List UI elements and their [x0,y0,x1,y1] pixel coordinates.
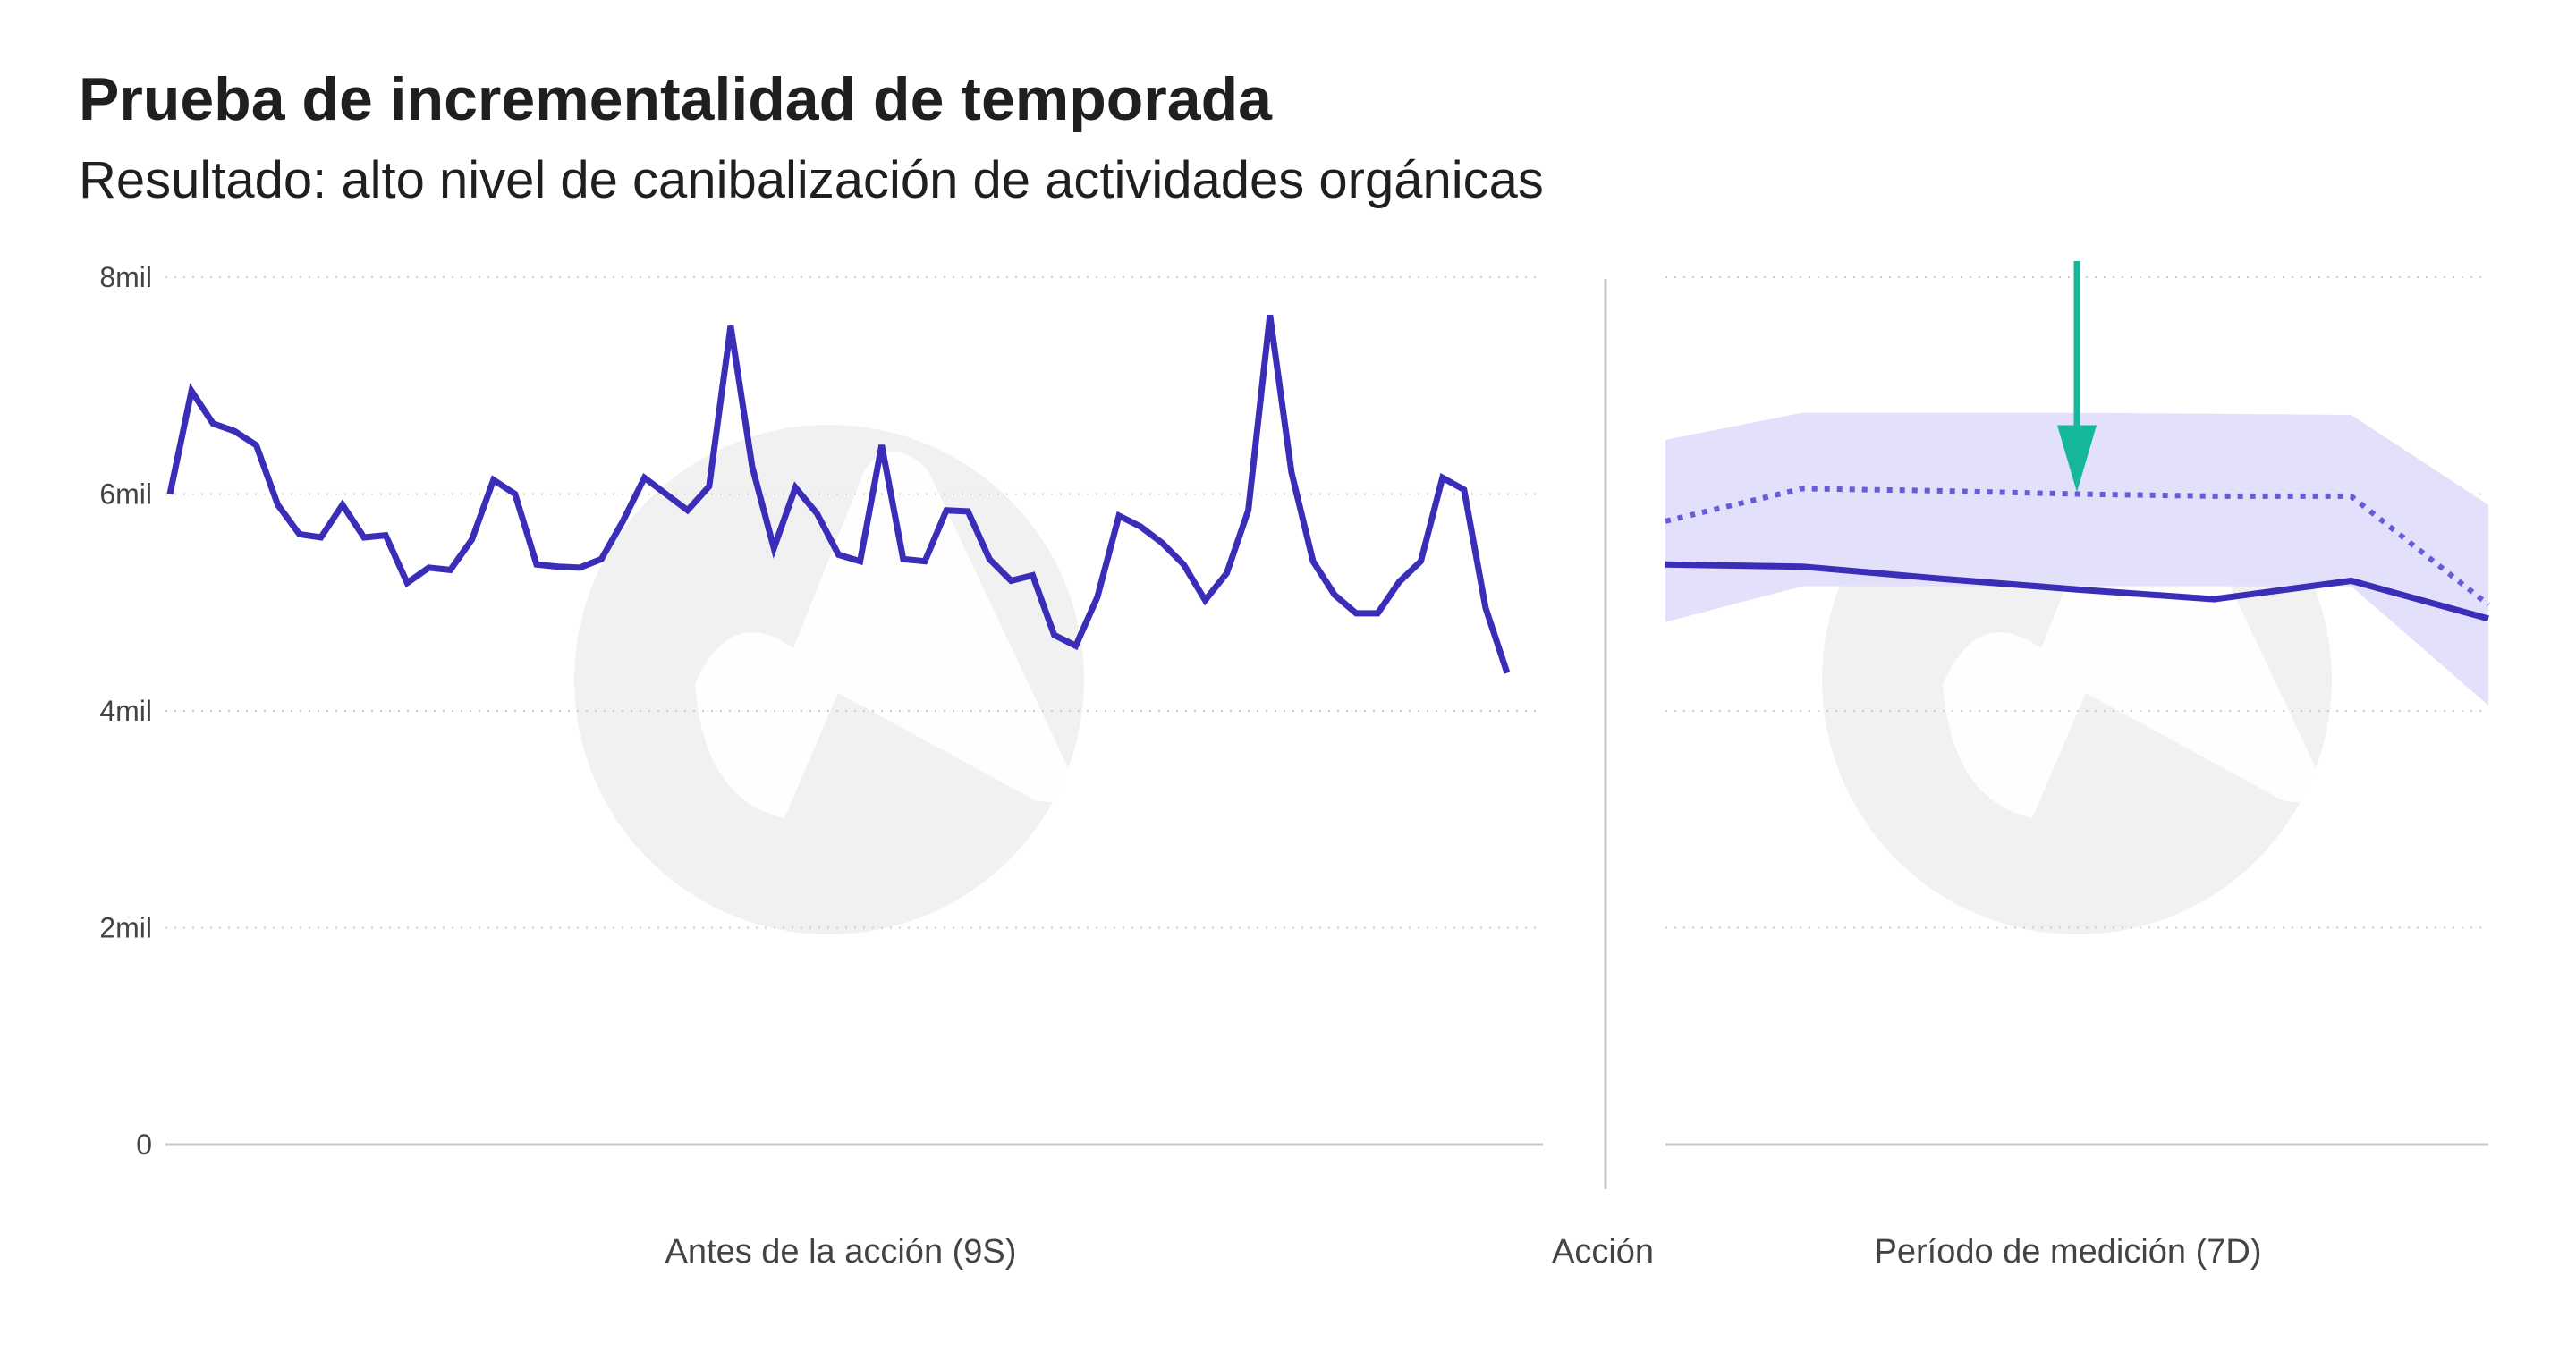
x-axis-labels: Antes de la acción (9S) Acción Período de … [665,1233,2262,1271]
y-tick-labels: 0 2mil 4mil 6mil 8mil [99,261,152,1161]
y-tick-label: 4mil [99,695,152,727]
y-tick-label: 0 [136,1128,152,1161]
grid-lines [165,276,2488,1189]
annotation-layer [2057,261,2097,493]
forecast-band-layer [1665,412,2488,706]
watermark-glyph [695,452,1072,818]
down-arrow-icon [2057,425,2097,493]
data-points-layer [169,315,2489,673]
watermark-glyph [1943,452,2320,818]
y-tick-label: 2mil [99,912,152,944]
y-tick-label: 6mil [99,478,152,511]
chart-title: Prueba de incrementalidad de temporada [79,65,1272,133]
y-tick-label: 8mil [99,261,152,293]
forecast-confidence-band [1665,412,2488,706]
before-action-label: Antes de la acción (9S) [665,1233,1017,1271]
action-label: Acción [1552,1233,1654,1271]
measurement-period-label: Período de medición (7D) [1875,1233,2262,1271]
logo-watermark-icon [574,425,1084,934]
chart-subtitle: Resultado: alto nivel de canibalización … [79,151,1544,209]
